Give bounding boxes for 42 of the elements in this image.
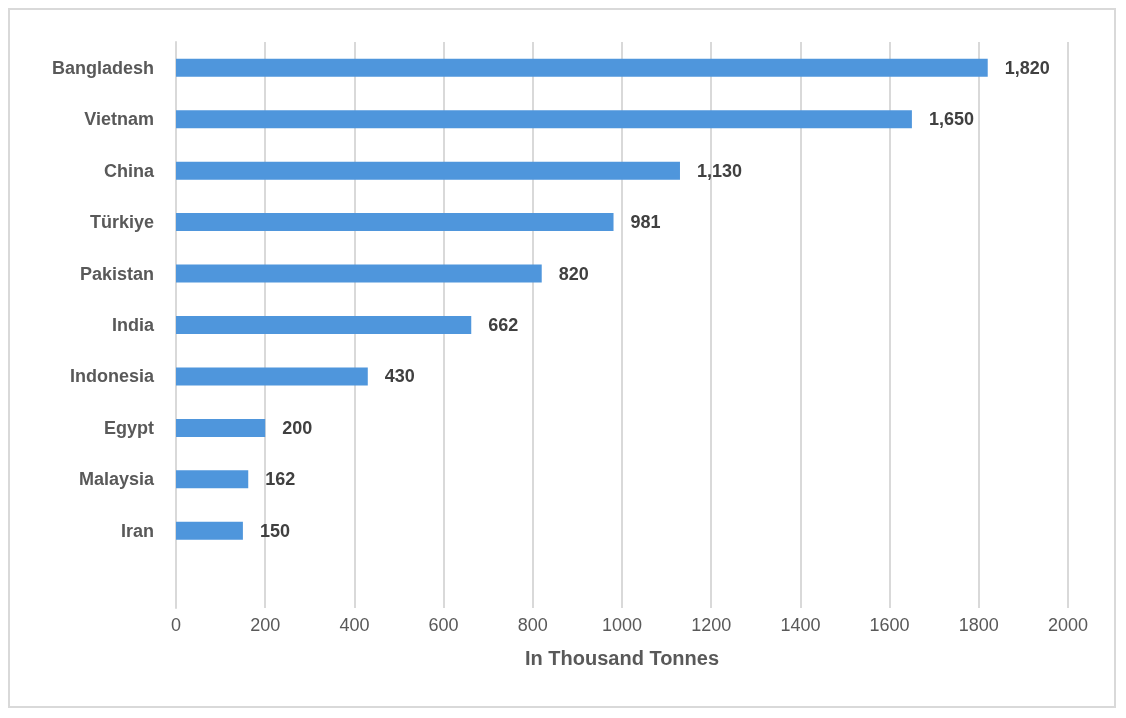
bar [176, 521, 243, 540]
x-tick-label: 1200 [691, 615, 732, 635]
x-tick-label: 600 [428, 615, 459, 635]
data-label: 1,820 [1004, 57, 1050, 78]
x-tick-label: 800 [517, 615, 548, 635]
y-tick-label: China [103, 160, 155, 181]
bar [176, 470, 249, 489]
y-tick-label: Indonesia [69, 366, 155, 387]
data-label: 1,650 [928, 109, 974, 130]
bar [176, 58, 988, 77]
y-tick-label: Iran [120, 520, 154, 541]
y-tick-label: India [111, 315, 155, 335]
data-label: 200 [282, 417, 313, 438]
bar [176, 110, 912, 129]
x-tick-label: 1000 [601, 615, 643, 635]
bar [176, 213, 614, 232]
x-tick-label: 1800 [958, 615, 999, 635]
data-label: 1,130 [696, 160, 743, 181]
data-label: 162 [265, 469, 296, 490]
bar [176, 367, 368, 386]
x-tick-label: 0 [170, 615, 182, 635]
x-tick-label: 1600 [869, 615, 910, 635]
y-tick-label: Vietnam [84, 109, 154, 130]
y-tick-label: Egypt [103, 417, 154, 438]
data-label: 430 [384, 366, 415, 387]
x-tick-label: 1400 [780, 615, 821, 635]
bar [176, 316, 472, 334]
y-tick-label: Malaysia [78, 469, 155, 490]
bar [176, 264, 542, 283]
y-tick-label: Pakistan [79, 263, 154, 284]
bar [176, 161, 680, 180]
x-tick-label: 2000 [1047, 615, 1089, 635]
data-label: 820 [558, 263, 589, 284]
bar [176, 418, 266, 437]
data-label: 150 [259, 520, 290, 541]
y-tick-label: Bangladesh [51, 57, 154, 78]
y-tick-label: Türkiye [89, 212, 154, 233]
x-axis-title: In Thousand Tonnes [524, 647, 720, 669]
x-tick-label: 200 [250, 615, 281, 635]
x-tick-label: 400 [339, 615, 370, 635]
data-label: 981 [630, 212, 661, 233]
data-label: 662 [488, 315, 519, 335]
